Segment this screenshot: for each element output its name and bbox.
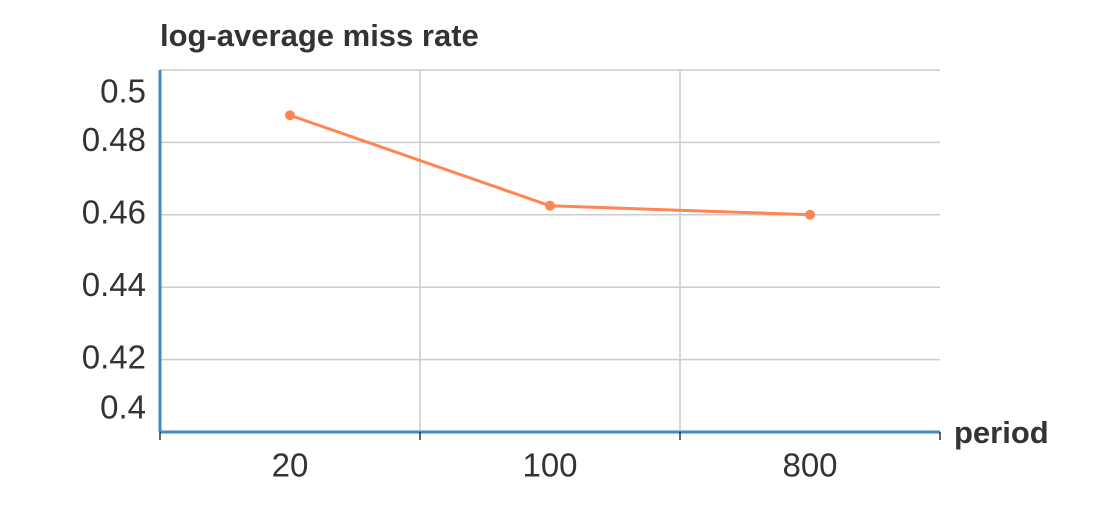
y-tick-label: 0.46 [82,194,146,231]
y-tick-label: 0.42 [82,338,146,375]
y-tick-label: 0.48 [82,121,146,158]
x-tick-label: 20 [272,447,309,484]
y-tick-label: 0.44 [82,266,146,303]
y-tick-label: 0.5 [100,73,146,110]
point [805,209,815,220]
line [289,113,811,217]
x-tick-label: 100 [522,447,577,484]
x-tick-label: 800 [782,447,837,484]
point [285,110,295,121]
x-axis-title: period [954,415,1049,450]
y-tick-label: 0.4 [100,389,146,426]
point [545,200,555,211]
y-axis-title: log-average miss rate [160,18,479,53]
